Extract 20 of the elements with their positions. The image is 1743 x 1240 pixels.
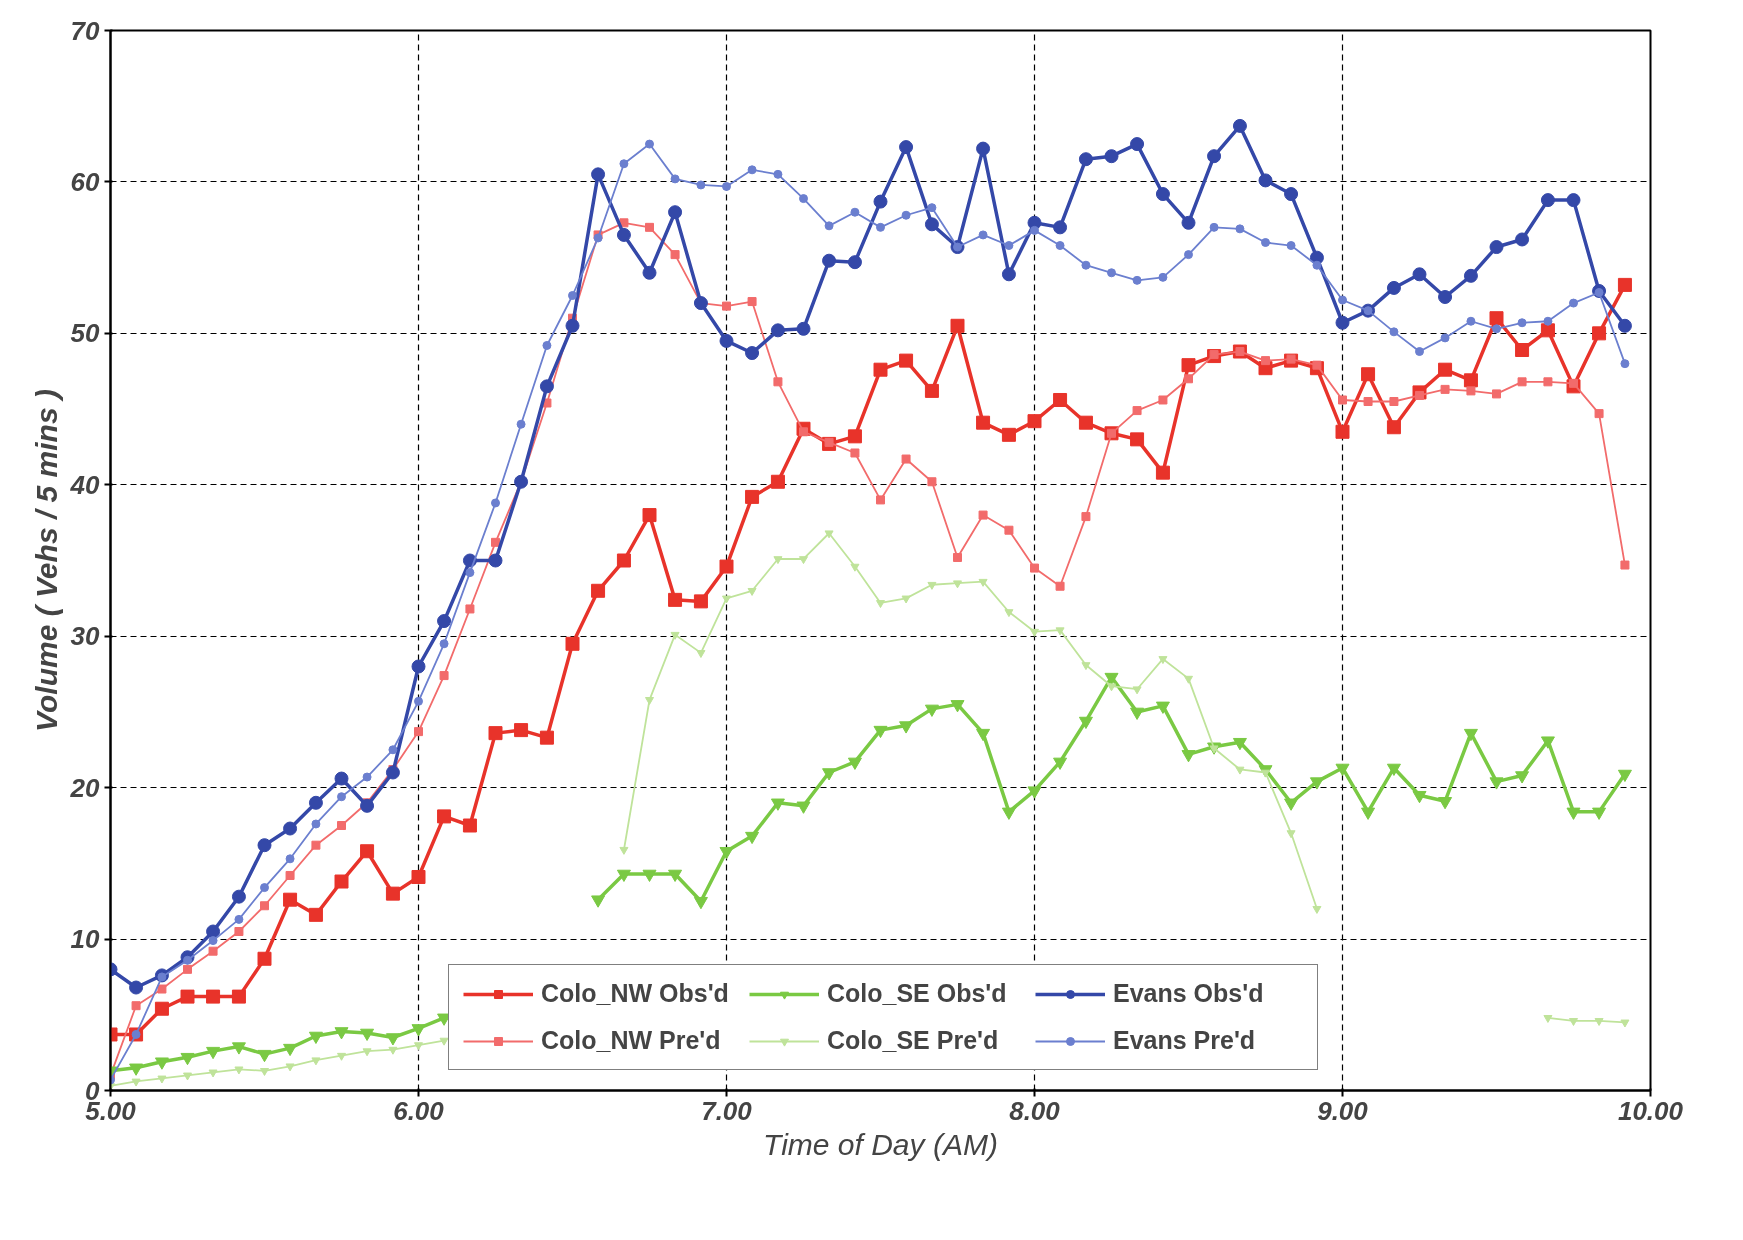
- y-tick-label: 60: [70, 166, 101, 197]
- y-tick-label: 50: [70, 318, 101, 349]
- legend-label: Colo_SE Pre'd: [827, 1026, 1000, 1055]
- legend-label: Colo_NW Pre'd: [541, 1026, 722, 1055]
- x-tick-label: 9.00: [1317, 1095, 1369, 1126]
- y-tick-label: 40: [69, 469, 101, 500]
- x-axis-title: Time of Day (AM): [763, 1127, 998, 1161]
- x-tick-label: 6.00: [393, 1095, 445, 1126]
- y-axis-title: Volume ( Vehs / 5 mins ): [29, 389, 63, 732]
- y-tick-label: 70: [70, 15, 101, 46]
- x-tick-label: 7.00: [701, 1095, 753, 1126]
- x-tick-label: 10.00: [1617, 1095, 1684, 1126]
- y-tick-label: 30: [70, 621, 101, 652]
- y-tick-label: 10: [70, 924, 101, 955]
- legend-label: Evans Obs'd: [1113, 979, 1265, 1008]
- legend-label: Colo_NW Obs'd: [541, 979, 730, 1008]
- y-tick-label: 20: [69, 772, 101, 803]
- legend-label: Evans Pre'd: [1113, 1026, 1257, 1055]
- x-tick-label: 8.00: [1009, 1095, 1061, 1126]
- legend-label: Colo_SE Obs'd: [827, 979, 1008, 1008]
